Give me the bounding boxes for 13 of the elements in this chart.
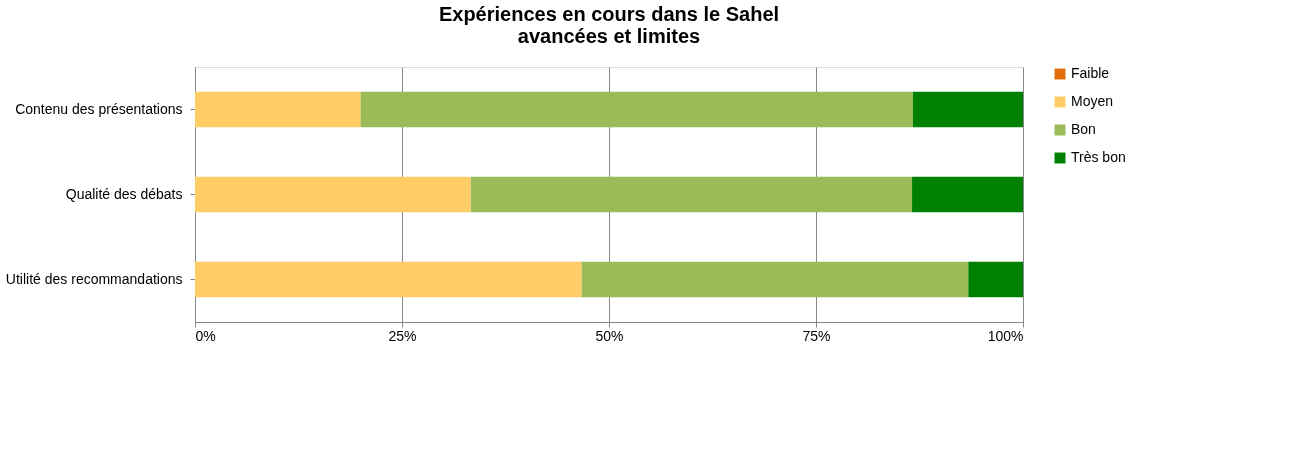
x-tick-label: 100% [987, 327, 1024, 344]
chart-title: Expériences en cours dans le Sahel avancées et limites [438, 3, 780, 47]
legend-label: Moyen [1071, 93, 1114, 109]
y-tick-label: Contenu des présentations [15, 100, 183, 117]
legend-label: Faible [1071, 65, 1110, 81]
x-tick-label: 0% [195, 327, 216, 344]
x-tick-label: 50% [595, 327, 624, 344]
legend-label: Bon [1071, 121, 1096, 137]
x-tick-label: 75% [802, 327, 831, 344]
y-tick-label: Utilité des recommandations [5, 270, 183, 287]
x-tick-label: 25% [388, 327, 417, 344]
y-tick-label: Qualité des débats [65, 185, 183, 202]
legend-label: Très bon [1071, 149, 1126, 165]
